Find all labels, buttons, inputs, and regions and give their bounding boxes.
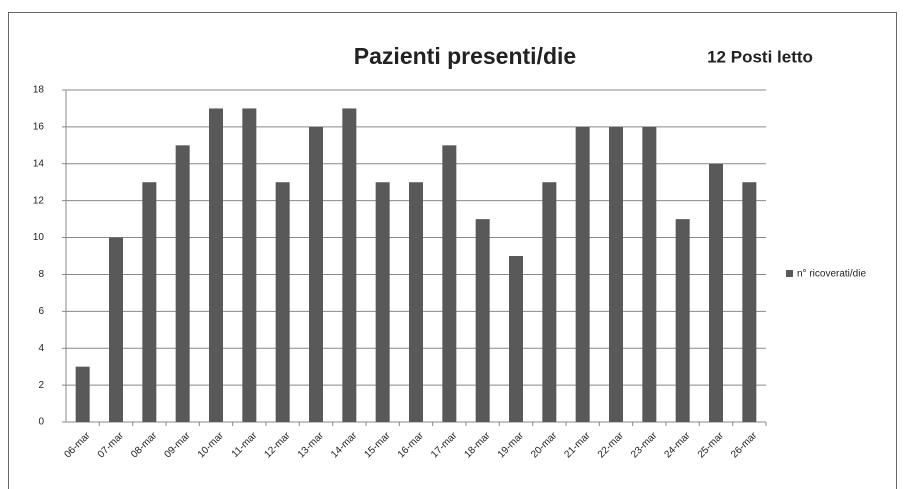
bar: [109, 237, 123, 422]
bar: [175, 145, 190, 423]
y-tick-label: 16: [33, 122, 45, 133]
bar: [642, 126, 657, 422]
y-tick-label: 0: [38, 417, 44, 428]
bar: [375, 182, 390, 422]
bar: [542, 182, 557, 422]
bar: [509, 256, 523, 422]
y-tick-label: 14: [33, 158, 45, 169]
y-tick-label: 18: [33, 85, 45, 96]
bar: [75, 366, 90, 422]
chart-title: Pazienti presenti/die: [354, 43, 576, 69]
bar: [742, 182, 757, 422]
y-tick-label: 8: [38, 269, 44, 280]
bar: [675, 219, 690, 422]
bar: [609, 126, 623, 422]
bar: [142, 182, 157, 422]
bar: [342, 108, 357, 422]
y-tick-label: 6: [38, 306, 44, 317]
bar: [209, 108, 223, 422]
bar: [442, 145, 457, 423]
bar: [409, 182, 423, 422]
legend-label: n° ricoverati/die: [797, 269, 866, 280]
y-tick-label: 4: [38, 343, 44, 354]
y-tick-label: 2: [38, 380, 44, 391]
bar: [475, 219, 490, 422]
y-tick-label: 12: [33, 195, 45, 206]
legend-swatch: [786, 270, 793, 277]
bar: [242, 108, 257, 422]
bar: [275, 182, 290, 422]
y-tick-label: 10: [33, 232, 45, 243]
bar: [575, 126, 590, 422]
bar: [709, 163, 723, 422]
bar: [309, 126, 323, 422]
annotation: 12 Posti letto: [707, 47, 813, 66]
